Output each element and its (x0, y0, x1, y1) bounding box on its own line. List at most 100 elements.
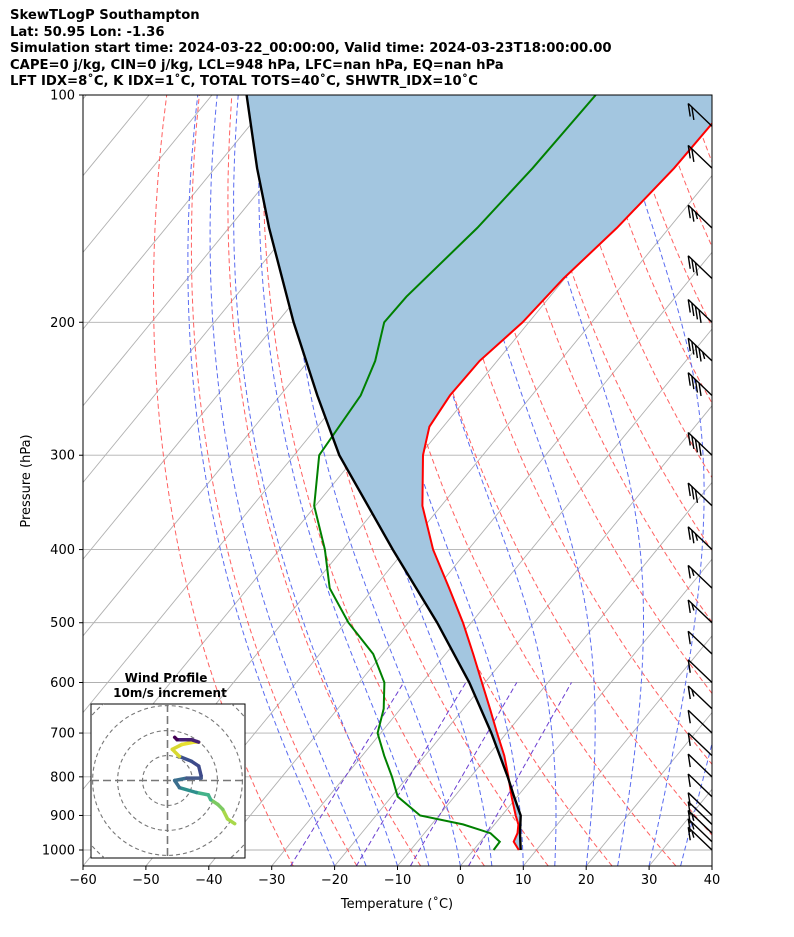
wind-barb-flag (687, 255, 691, 269)
wind-barb-staff (687, 659, 713, 684)
wind-barb-staff (687, 255, 713, 279)
wind-barb-flag (687, 565, 691, 579)
moist-adiabat (775, 95, 794, 866)
isotherm (271, 328, 712, 866)
isotherm (83, 95, 213, 254)
x-tick-label: −60 (69, 873, 96, 888)
x-tick-label: −40 (195, 873, 222, 888)
wind-barb-flag (687, 810, 691, 824)
dry-adiabat (492, 95, 712, 624)
dry-adiabat (227, 95, 422, 866)
hodograph-trace-segment (172, 735, 179, 742)
wind-barb-flag (691, 208, 695, 222)
wind-barb-staff (687, 685, 713, 710)
wind-barb-staff (687, 204, 713, 229)
wind-barb-staff (687, 564, 713, 589)
wind-barb-flag (701, 351, 706, 360)
wind-barb-flag (687, 827, 691, 841)
hodograph-trace-segment (172, 776, 189, 783)
wind-barb-staff (687, 792, 713, 816)
axes-layer: −60 −50 −40 −30 −20 −10 0 10 20 30 40 100 200 300 400 5… (42, 89, 720, 889)
cape-line: CAPE=0 j/kg, CIN=0 j/kg, LCL=948 hPa, LF… (10, 57, 504, 73)
hodograph-trace-segment (180, 740, 196, 747)
wind-barb-flag (687, 773, 691, 788)
y-tick-label: 500 (50, 616, 75, 631)
title-block: SkewTLogP Southampton Lat: 50.95 Lon: -1… (10, 8, 612, 91)
x-tick-label: −50 (132, 873, 159, 888)
wind-barb-flag (687, 103, 691, 117)
wind-barb-staff (687, 773, 713, 798)
wind-barb-flag (691, 830, 695, 838)
dry-adiabat (654, 95, 712, 248)
wind-barb-flag (698, 309, 702, 323)
isotherm (711, 865, 712, 866)
wind-barb-flag (691, 376, 695, 390)
cin-shading (246, 95, 712, 850)
wind-barb-flag (694, 379, 699, 393)
moist-adiabat (744, 95, 794, 866)
moist-adiabat (522, 95, 644, 866)
mixing-ratio-line (409, 682, 518, 866)
moist-adiabat (286, 95, 461, 866)
y-tick-label: 200 (50, 316, 75, 331)
wind-barb-staff (687, 630, 713, 655)
x-tick-label: 40 (704, 873, 721, 888)
wind-barb-flag (691, 435, 695, 450)
x-tick-label: −30 (258, 873, 285, 888)
wind-barb-staff (687, 144, 713, 169)
y-tick-label: 300 (50, 449, 75, 464)
hodograph-trace-segment (170, 742, 184, 752)
isotherm (83, 95, 276, 330)
wind-barb-staff (687, 732, 713, 757)
wind-barb-flag (694, 344, 699, 359)
series-layer (245, 95, 712, 851)
wind-barb-flag (691, 341, 695, 355)
moist-adiabat (233, 95, 398, 866)
mixing-ratio-line (290, 682, 405, 866)
temperature-line (421, 122, 712, 851)
wind-barb-flag (694, 439, 699, 453)
wind-barb-flag (687, 599, 691, 614)
y-tick-label: 1000 (42, 844, 75, 859)
wind-barb-flag (687, 432, 691, 446)
wind-barb-flag (687, 299, 691, 313)
isotherm (648, 788, 712, 866)
wind-barb-flag (687, 338, 691, 352)
wind-barb-flag (687, 631, 691, 645)
hodograph-trace-segment (220, 807, 230, 821)
wind-barb-flag (691, 530, 695, 544)
location-line: Lat: 50.95 Lon: -1.36 (10, 24, 165, 40)
wind-barb-flag (698, 348, 702, 362)
wind-barb-flag (694, 489, 699, 504)
moist-adiabat (711, 864, 712, 866)
y-tick-label: 400 (50, 543, 75, 558)
wind-barb-flag (687, 482, 691, 497)
wind-barb-flag (691, 259, 695, 273)
wind-barb-flag (687, 818, 691, 833)
wind-barb-flag (687, 792, 691, 806)
wind-barbs (687, 102, 713, 851)
wind-barb-flag (698, 382, 702, 397)
hodograph-subtitle: 10m/s increment (113, 686, 227, 700)
wind-barb-flag (687, 526, 691, 540)
mixing-ratio-line (355, 682, 467, 866)
wind-barb-flag (694, 533, 699, 541)
mixing-ratio-line (468, 682, 572, 866)
y-axis-label: Pressure (hPa) (19, 434, 34, 527)
x-tick-label: 30 (641, 873, 658, 888)
wind-barb-flag (687, 372, 691, 386)
wind-barb-flag (687, 145, 691, 159)
wind-barb-flag (694, 262, 699, 276)
wind-barb-flag (691, 106, 695, 121)
wind-barb-flag (687, 801, 691, 815)
hodograph-title: Wind Profile (125, 671, 208, 685)
indices-line: LFT IDX=8˚C, K IDX=1˚C, TOTAL TOTS=40˚C,… (10, 74, 478, 90)
moist-adiabat (353, 95, 524, 866)
isotherm (522, 635, 712, 866)
wind-barb-staff (687, 526, 713, 551)
isotherm (334, 405, 712, 866)
chart-title: SkewTLogP Southampton (10, 8, 200, 23)
dry-adiabat (190, 95, 358, 866)
wind-barb-flag (691, 689, 695, 697)
